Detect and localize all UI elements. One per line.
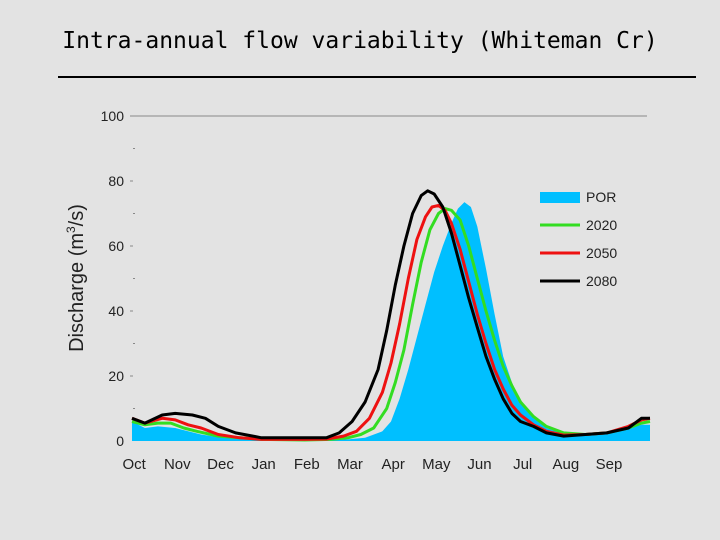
y-tick-label: 100 (101, 108, 125, 124)
y-tick-label: 40 (108, 303, 124, 319)
legend-swatch-por (540, 192, 580, 203)
series-line-2020 (131, 207, 651, 442)
slide-title: Intra-annual flow variability (Whiteman … (62, 28, 658, 54)
y-tick-label: 60 (108, 238, 124, 254)
y-axis-label: Discharge (m3/s) (64, 204, 88, 352)
x-tick-label: Dec (207, 456, 234, 473)
y-axis: 0 20 40 60 80 100 (101, 108, 647, 449)
x-tick-label: Jul (513, 456, 532, 473)
x-tick-label: Oct (122, 456, 146, 473)
x-tick-label: Apr (381, 456, 404, 473)
legend-label-2020: 2020 (586, 217, 617, 233)
y-tick-label: 0 (116, 433, 124, 449)
y-axis-label-superscript: 3 (64, 226, 78, 233)
series-area-por (132, 202, 650, 441)
series-line-2080 (131, 189, 650, 440)
x-tick-label: Nov (164, 456, 191, 473)
x-tick-label: Aug (552, 456, 579, 473)
x-tick-label: Jun (467, 456, 491, 473)
x-tick-label: Mar (337, 456, 363, 473)
legend: POR 2020 2050 2080 (540, 189, 617, 289)
y-axis-label-tail: /s) (66, 204, 88, 226)
legend-label-por: POR (586, 189, 616, 205)
x-tick-label: Feb (294, 456, 320, 473)
x-tick-label: May (422, 456, 451, 473)
legend-label-2080: 2080 (586, 273, 617, 289)
legend-label-2050: 2050 (586, 245, 617, 261)
y-tick-label: 20 (108, 368, 124, 384)
x-axis: Oct Nov Dec Jan Feb Mar Apr May Jun Jul Aug Sep (122, 456, 622, 473)
y-axis-label-main: Discharge (m (66, 233, 88, 352)
y-tick-label: 80 (108, 173, 124, 189)
series-line-2050 (131, 203, 651, 441)
x-tick-label: Jan (252, 456, 276, 473)
title-rule (58, 76, 696, 78)
x-tick-label: Sep (596, 456, 623, 473)
plot-area (131, 189, 651, 442)
